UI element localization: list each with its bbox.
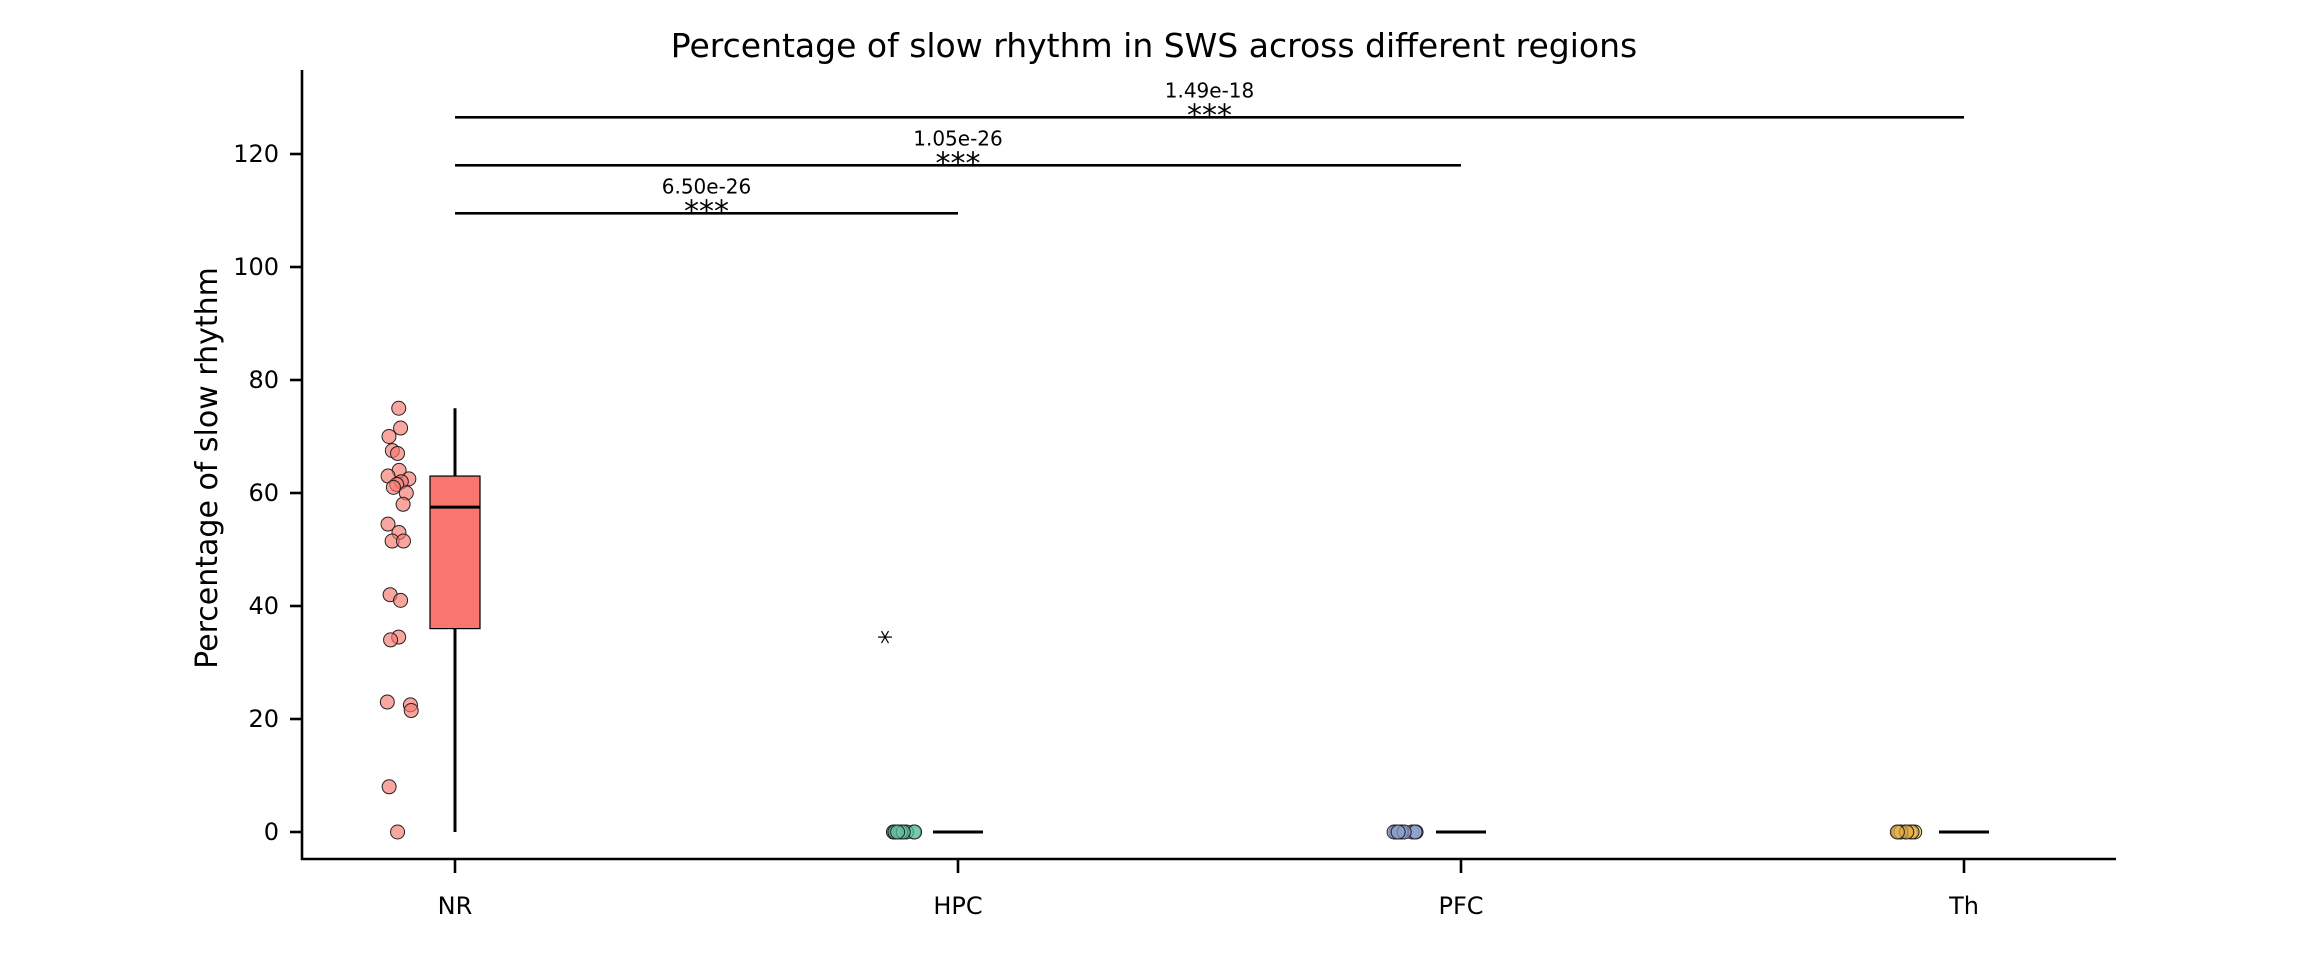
significance-stars: *** [936,146,981,181]
significance-brackets: 6.50e-26***1.05e-26***1.49e-18*** [455,78,1964,229]
group-nr [379,400,481,840]
data-point [383,632,399,648]
x-axis-ticks: NR HPC PFC Th [438,859,1979,920]
y-tick-label: 40 [248,592,279,620]
data-point [381,779,397,795]
data-point [1390,824,1406,840]
group-pfc [1386,824,1486,840]
category-groups [379,400,1989,840]
significance-stars: *** [684,194,729,229]
y-tick-label: 60 [248,479,279,507]
group-hpc [878,630,983,840]
x-tick-label: Th [1948,892,1979,920]
x-tick-label: HPC [933,892,982,920]
significance-p-value: 6.50e-26 [662,174,752,198]
data-point [890,824,906,840]
chart-title: Percentage of slow rhythm in SWS across … [671,26,1637,65]
x-tick-label: PFC [1438,892,1483,920]
significance-p-value: 1.05e-26 [913,126,1003,150]
x-tick-label: NR [438,892,473,920]
data-point [393,420,409,436]
data-point [391,400,407,416]
data-point [390,824,406,840]
data-point [403,703,419,719]
significance-stars: *** [1187,98,1232,133]
group-th [1889,824,1989,840]
y-tick-label: 100 [233,253,279,281]
data-point [380,516,396,532]
outlier-marker [878,630,892,644]
y-tick-label: 0 [264,818,279,846]
data-point [381,429,397,444]
data-point [395,496,411,512]
data-point [395,533,411,549]
box-iqr [429,475,481,630]
y-tick-label: 80 [248,366,279,394]
y-tick-label: 120 [233,140,279,168]
data-point [385,479,401,495]
data-point [393,592,409,608]
data-point [379,694,395,710]
y-axis-ticks: 0 20 40 60 80 100 120 [233,140,302,846]
y-axis-label: Percentage of slow rhythm [190,267,225,669]
significance-p-value: 1.49e-18 [1165,78,1255,102]
data-point [1889,824,1905,840]
y-tick-label: 20 [248,705,279,733]
data-point [390,445,406,461]
